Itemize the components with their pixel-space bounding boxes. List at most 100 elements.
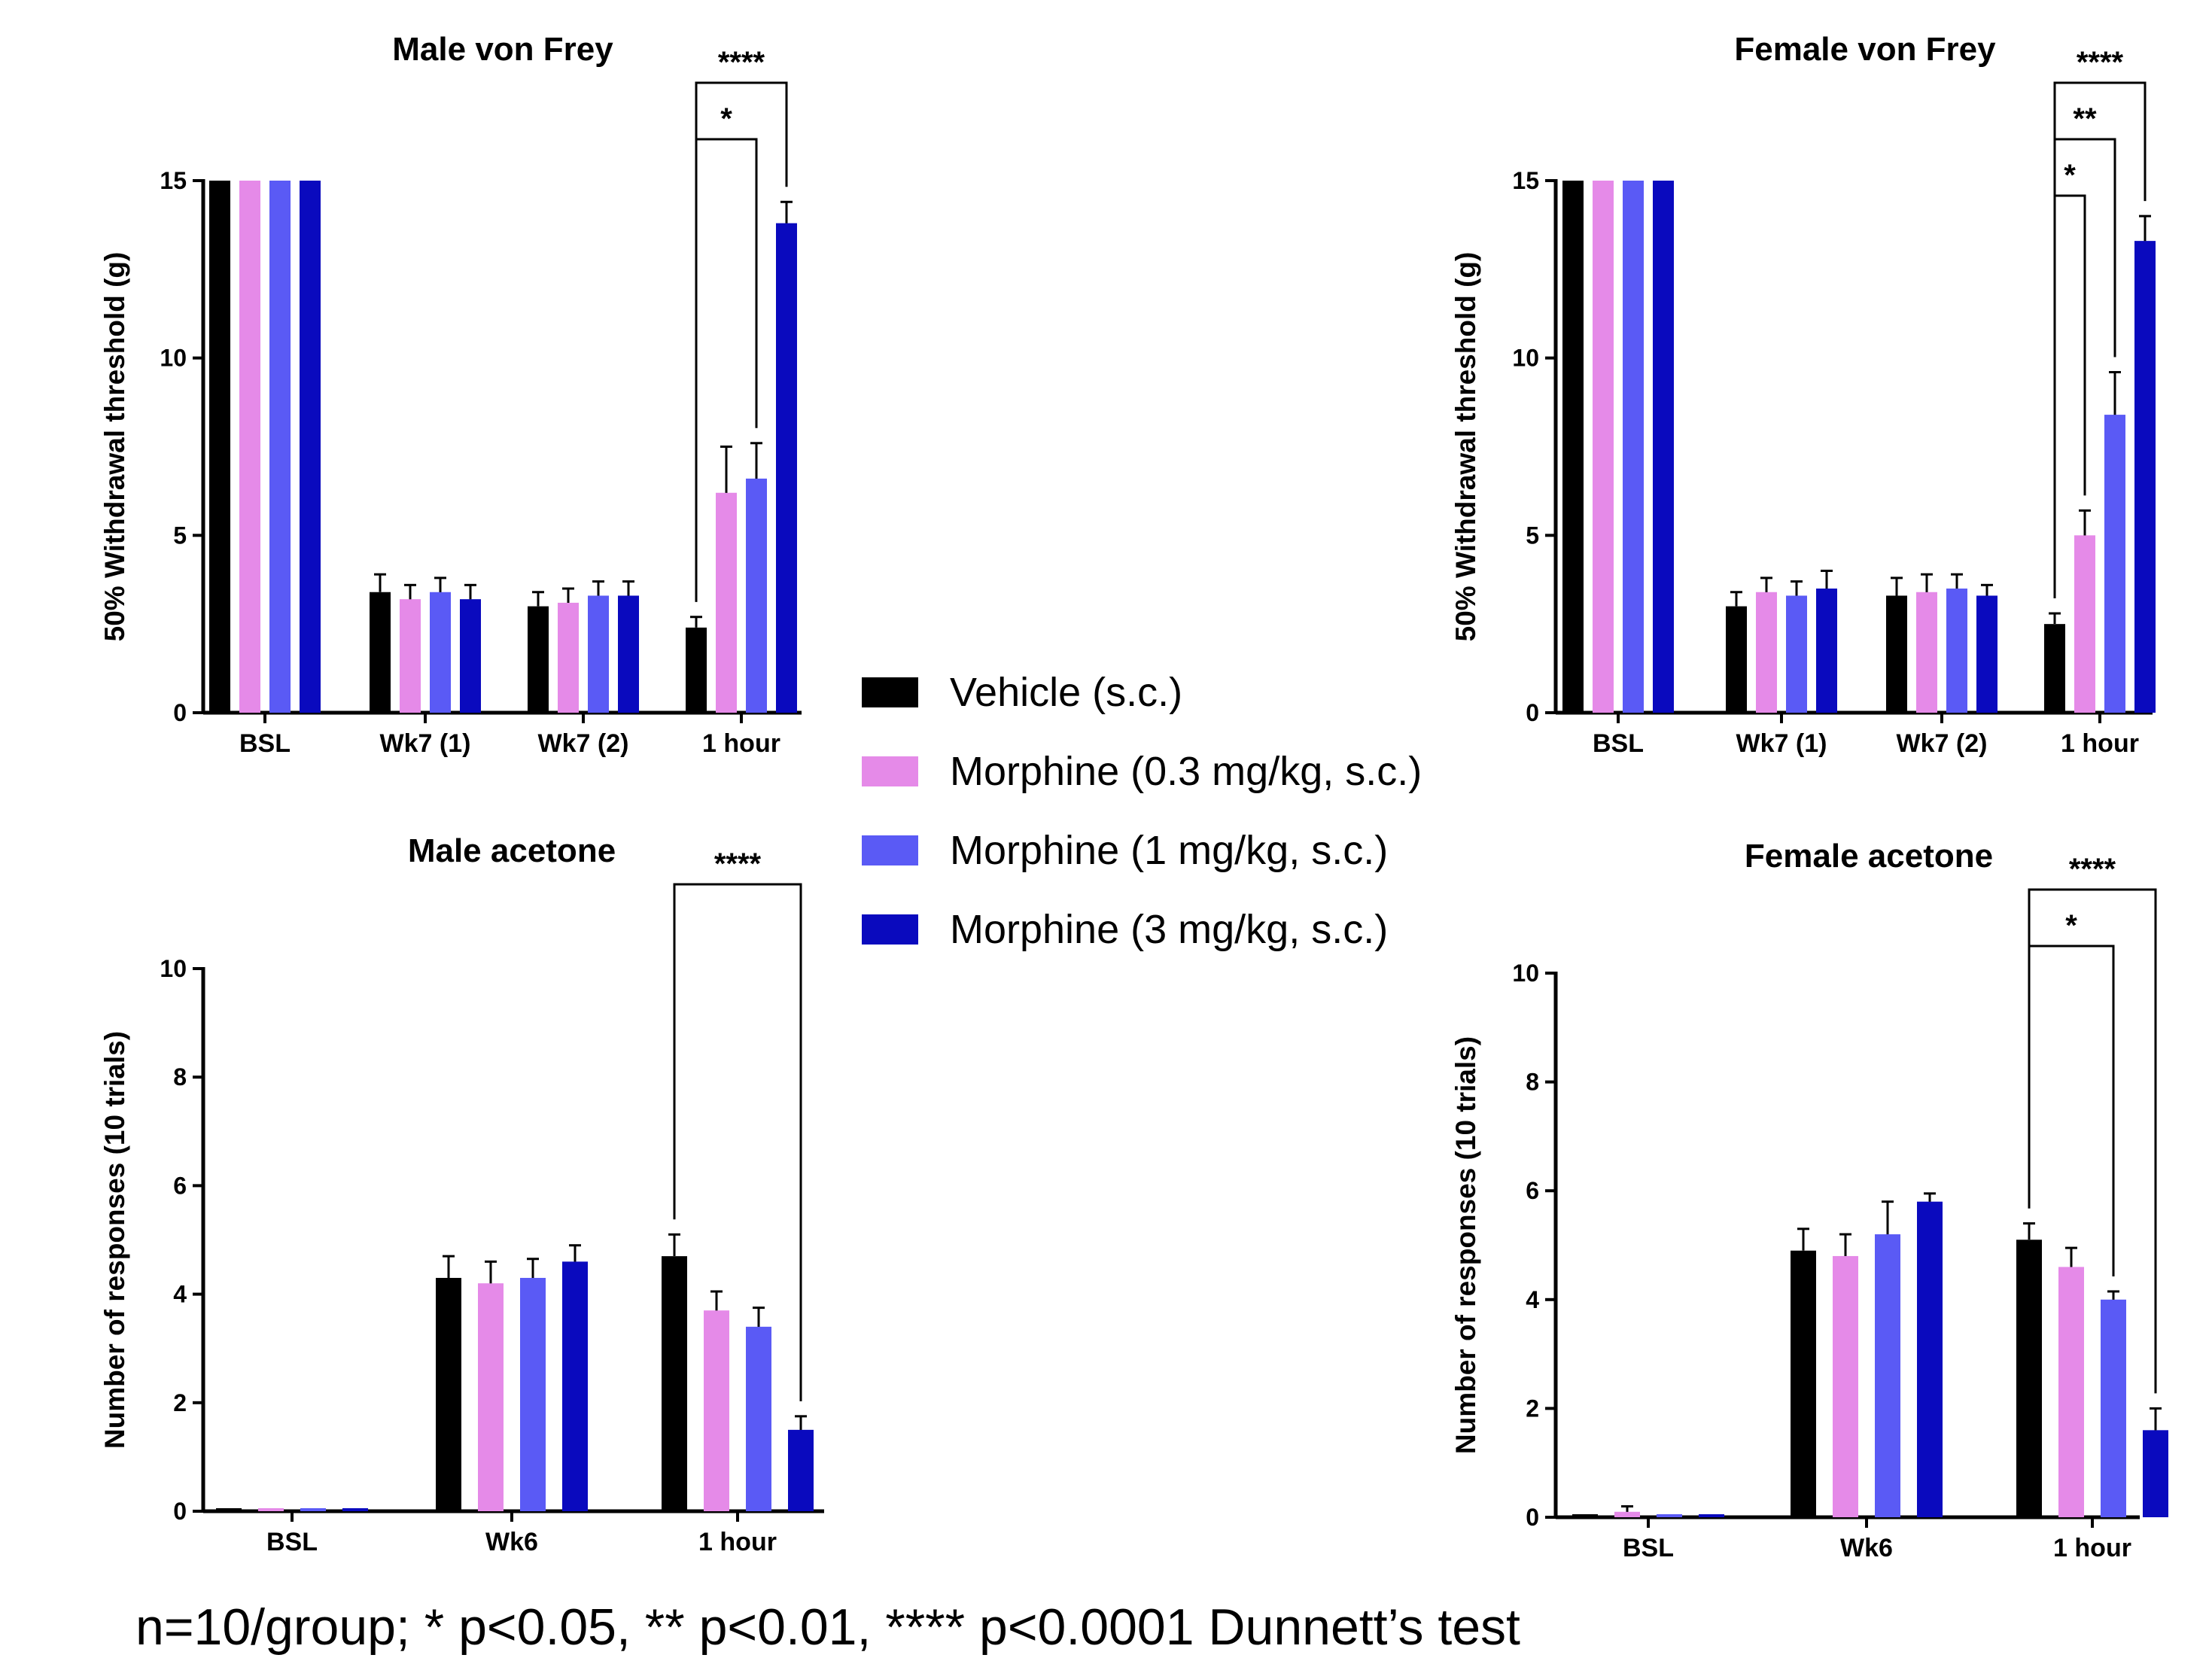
y-tick-label: 5 [1526, 522, 1539, 549]
bar-bsl-series-4 [1699, 1514, 1724, 1517]
chart-title: Male von Frey [392, 31, 613, 68]
x-tick-label-wk6: Wk6 [1840, 1534, 1893, 1562]
bar-1-hour-series-2 [2074, 535, 2095, 713]
bar-bsl-series-2 [239, 181, 260, 713]
y-axis-label: Number of responses (10 trials) [99, 1031, 130, 1449]
panel-male-von-frey: Male von Frey 50% Withdrawal threshold (g… [99, 31, 802, 758]
bar-1-hour-series-4 [788, 1429, 814, 1511]
bar-1-hour-series-1 [2016, 1240, 2042, 1517]
x-tick-label-1-hour: 1 hour [2053, 1534, 2131, 1562]
bar-wk7-2-series-4 [1976, 595, 1997, 713]
y-tick-label: 6 [1526, 1177, 1539, 1204]
bar-1-hour-series-2 [704, 1310, 729, 1511]
x-tick-label-1-hour: 1 hour [698, 1528, 777, 1556]
bar-wk6-series-4 [1917, 1201, 1943, 1517]
bar-1-hour-series-3 [746, 1326, 771, 1511]
y-tick-label: 5 [173, 522, 187, 549]
bar-wk6-series-1 [1791, 1250, 1816, 1517]
bar-wk7-1-series-2 [1756, 592, 1777, 713]
y-tick-label: 2 [1526, 1395, 1539, 1422]
chart-title: Male acetone [408, 832, 616, 869]
significance-bracket [2028, 888, 2157, 1394]
bar-1-hour-series-4 [776, 223, 797, 713]
bar-wk6-series-2 [478, 1283, 504, 1511]
bar-1-hour-series-1 [686, 627, 707, 713]
significance-label: * [720, 102, 732, 135]
y-tick-label: 10 [1512, 345, 1539, 372]
x-tick-label-1-hour: 1 hour [702, 729, 780, 758]
x-tick-label-bsl: BSL [1623, 1534, 1674, 1562]
bar-wk7-2-series-1 [1886, 595, 1907, 713]
legend-label-3: Morphine (1 mg/kg, s.c.) [950, 828, 1388, 873]
legend-label-1: Vehicle (s.c.) [950, 670, 1182, 715]
bar-bsl-series-3 [269, 181, 291, 713]
legend-swatch-2 [862, 756, 918, 786]
bar-wk7-1-series-4 [460, 599, 481, 713]
y-tick-label: 0 [1526, 699, 1539, 726]
x-tick-label-wk6: Wk6 [485, 1528, 538, 1556]
legend-label-4: Morphine (3 mg/kg, s.c.) [950, 907, 1388, 952]
x-tick-label-wk7-1: Wk7 (1) [1736, 729, 1827, 758]
legend-swatch-3 [862, 835, 918, 865]
bar-wk7-2-series-2 [558, 602, 579, 713]
y-tick-label: 2 [173, 1389, 187, 1416]
x-tick-label-bsl: BSL [1593, 729, 1644, 758]
panel-female-acetone: Female acetone Number of responses (10 tr… [1450, 838, 2168, 1562]
chart-title: Female von Frey [1734, 31, 1996, 68]
bar-wk7-2-series-3 [588, 595, 609, 713]
bar-bsl-series-4 [342, 1508, 368, 1511]
panel-male-acetone: Male acetone Number of responses (10 tria… [99, 832, 824, 1556]
bar-bsl-series-3 [300, 1508, 326, 1511]
y-tick-label: 0 [1526, 1504, 1539, 1531]
y-tick-label: 6 [173, 1172, 187, 1199]
bar-bsl-series-4 [1653, 181, 1674, 713]
bar-1-hour-series-3 [2101, 1299, 2126, 1517]
bar-wk7-1-series-1 [370, 592, 391, 713]
legend-label-2: Morphine (0.3 mg/kg, s.c.) [950, 749, 1422, 794]
bar-bsl-series-1 [216, 1508, 242, 1511]
x-tick-label-1-hour: 1 hour [2061, 729, 2139, 758]
bar-1-hour-series-3 [746, 478, 767, 713]
bar-wk6-series-3 [1875, 1234, 1900, 1517]
bar-1-hour-series-1 [662, 1256, 687, 1511]
significance-bracket [673, 883, 802, 1401]
significance-label: **** [2069, 853, 2116, 886]
y-tick-label: 4 [173, 1281, 187, 1308]
significance-bracket [2028, 945, 2115, 1276]
bar-bsl-series-1 [209, 181, 230, 713]
y-tick-label: 10 [1512, 960, 1539, 987]
x-tick-label-wk7-2: Wk7 (2) [1897, 729, 1988, 758]
bar-1-hour-series-2 [716, 492, 737, 713]
bar-bsl-series-4 [300, 181, 321, 713]
x-tick-label-wk7-2: Wk7 (2) [538, 729, 629, 758]
bar-1-hour-series-3 [2104, 415, 2125, 713]
bar-wk7-1-series-2 [400, 599, 421, 713]
bar-1-hour-series-4 [2134, 241, 2156, 713]
legend-swatch-4 [862, 914, 918, 945]
significance-label: * [2064, 159, 2076, 192]
bar-bsl-series-2 [1593, 181, 1614, 713]
footnote: n=10/group; * p<0.05, ** p<0.01, **** p<… [135, 1599, 1520, 1656]
bar-1-hour-series-1 [2044, 624, 2065, 713]
y-tick-label: 15 [160, 167, 187, 194]
legend: Vehicle (s.c.) Morphine (0.3 mg/kg, s.c.)… [862, 670, 1422, 952]
panel-female-von-frey: Female von Frey 50% Withdrawal threshold … [1450, 31, 2156, 758]
bar-wk7-2-series-1 [528, 606, 549, 713]
legend-swatch-1 [862, 677, 918, 707]
bar-1-hour-series-2 [2058, 1267, 2084, 1517]
significance-label: **** [714, 847, 762, 881]
y-tick-label: 8 [173, 1063, 187, 1091]
bar-bsl-series-3 [1623, 181, 1644, 713]
significance-label: **** [718, 46, 765, 79]
bar-wk7-2-series-3 [1946, 589, 1967, 713]
bar-wk6-series-1 [436, 1277, 461, 1511]
y-tick-label: 0 [173, 1498, 187, 1525]
significance-label: **** [2077, 46, 2124, 79]
bar-wk6-series-3 [520, 1277, 546, 1511]
bar-wk7-2-series-4 [618, 595, 639, 713]
bar-wk6-series-2 [1833, 1255, 1858, 1517]
bar-bsl-series-3 [1657, 1514, 1682, 1517]
y-tick-label: 8 [1526, 1069, 1539, 1096]
y-tick-label: 10 [160, 955, 187, 982]
